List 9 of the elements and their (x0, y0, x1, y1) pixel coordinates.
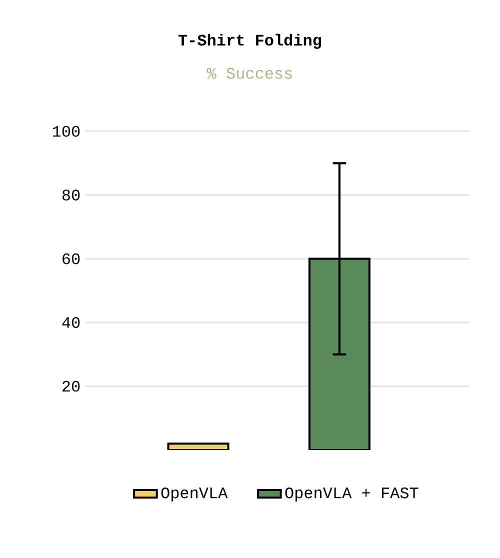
chart-title: T-Shirt Folding (178, 34, 322, 49)
y-tick-label: 60 (62, 253, 80, 264)
y-tick-label: 40 (62, 317, 80, 328)
y-tick-label: 80 (62, 190, 80, 200)
chart-subtitle: % Success (206, 68, 292, 79)
legend-label: OpenVLA (161, 487, 228, 502)
y-tick-label: 20 (62, 380, 80, 392)
legend-label: OpenVLA + FAST (285, 487, 418, 502)
y-tick-label: 100 (52, 126, 80, 137)
